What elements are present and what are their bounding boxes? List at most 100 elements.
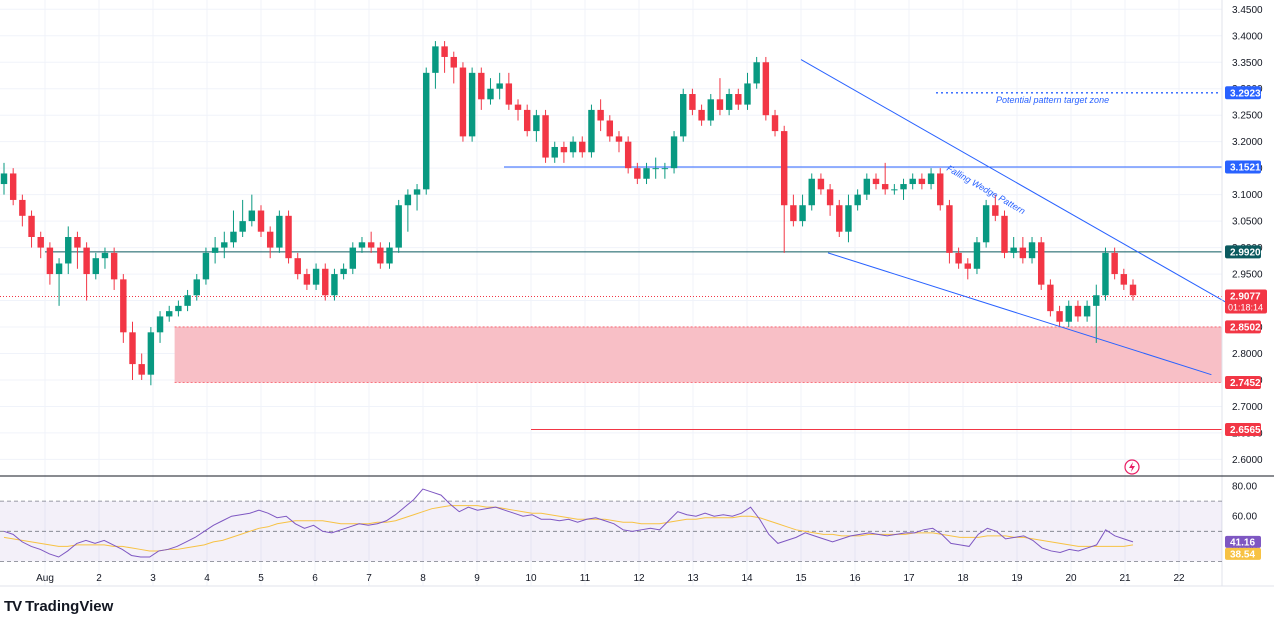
time-tick-label: 6 xyxy=(312,573,318,584)
candle xyxy=(1028,242,1036,259)
candle xyxy=(891,189,898,191)
candle xyxy=(441,46,448,57)
candle xyxy=(74,237,81,248)
candle xyxy=(193,279,200,296)
price-axis[interactable]: 3.45003.40003.35003.30003.25003.20003.15… xyxy=(0,0,1274,586)
price-tick-label: 3.0500 xyxy=(1232,217,1263,228)
level-3-1521-tag-bg xyxy=(1225,160,1261,174)
wedge-upper-line xyxy=(800,59,1228,304)
candle xyxy=(973,242,981,269)
candle xyxy=(276,215,283,248)
candle xyxy=(606,120,614,137)
time-tick-label: 20 xyxy=(1065,573,1077,584)
candle xyxy=(826,189,834,206)
candle xyxy=(101,252,109,259)
candle xyxy=(615,136,623,142)
candle xyxy=(1001,215,1008,253)
candle xyxy=(505,83,513,105)
level-2-9920-tag: 2.9920 xyxy=(1230,247,1261,258)
candle xyxy=(138,364,145,375)
candle xyxy=(239,221,246,232)
candle xyxy=(65,237,72,264)
candle xyxy=(1019,247,1027,259)
zone-top-tag: 2.8502 xyxy=(1230,322,1261,333)
candle xyxy=(909,178,916,185)
candle xyxy=(992,205,999,216)
candle xyxy=(1065,305,1072,322)
current-price-tag-bg xyxy=(1225,289,1267,314)
rsi-value-tag: 41.16 xyxy=(1230,537,1255,548)
candle xyxy=(450,56,457,68)
candles[interactable] xyxy=(0,41,1137,386)
price-tick-label: 3.4000 xyxy=(1232,31,1263,42)
zone-top-tag-bg xyxy=(1225,320,1261,334)
candle xyxy=(468,72,476,137)
price-tick-label: 2.8000 xyxy=(1232,349,1263,360)
candle xyxy=(386,247,393,264)
candle xyxy=(689,94,696,110)
candle xyxy=(523,109,531,132)
time-tick-label: 16 xyxy=(849,573,861,584)
candle xyxy=(845,205,852,232)
candle xyxy=(221,242,228,248)
candle xyxy=(432,46,439,73)
candle xyxy=(28,215,35,237)
candle xyxy=(285,215,292,259)
candle xyxy=(37,237,44,248)
level-3-1521-tag: 3.1521 xyxy=(1230,163,1261,174)
grid-lines xyxy=(0,0,1222,586)
tradingview-logo[interactable]: TV TradingView xyxy=(4,598,113,615)
candle xyxy=(680,94,687,137)
time-tick-label: 9 xyxy=(474,573,480,584)
candle xyxy=(900,184,907,190)
candle xyxy=(771,115,779,132)
candle xyxy=(413,189,421,195)
candle xyxy=(955,252,962,264)
candle xyxy=(184,295,191,306)
candle xyxy=(266,231,274,248)
candle xyxy=(1129,284,1137,296)
time-tick-label: 21 xyxy=(1119,573,1131,584)
price-tick-label: 2.7000 xyxy=(1232,402,1263,413)
zone-bottom-tag-bg xyxy=(1225,376,1261,390)
time-axis[interactable]: Aug 2 3 4 5 6 7 8 9 10 11 12 13 14 15 16 17 18 19 20 21 22 xyxy=(0,573,1274,587)
rsi-ma-line xyxy=(3,505,1134,552)
level-3-2923-tag: 3.2923 xyxy=(1230,88,1261,99)
level-2-9920-tag-bg xyxy=(1225,245,1261,259)
price-tick-label: 3.3500 xyxy=(1232,58,1263,69)
time-tick-label: 4 xyxy=(204,573,210,584)
candle xyxy=(230,231,237,243)
candle xyxy=(1047,284,1054,312)
candle xyxy=(331,274,338,296)
rsi-value-tag-bg xyxy=(1225,535,1261,548)
candle xyxy=(395,205,402,248)
candle xyxy=(817,178,825,190)
time-tick-label: 5 xyxy=(258,573,264,584)
price-tick-label: 3.4500 xyxy=(1232,5,1263,16)
brand-name: TradingView xyxy=(25,598,114,615)
candle xyxy=(129,332,136,365)
support-zone xyxy=(174,326,1223,383)
candle xyxy=(312,268,320,285)
candle xyxy=(634,168,641,179)
candle xyxy=(340,268,347,275)
candle xyxy=(716,99,724,110)
candle xyxy=(120,279,127,333)
candle xyxy=(808,178,815,206)
candle xyxy=(459,67,467,137)
lightning-icon[interactable] xyxy=(1124,459,1140,475)
zone-bottom-tag: 2.7452 xyxy=(1230,378,1261,389)
time-tick-label: 22 xyxy=(1173,573,1185,584)
tradingview-logo-icon: TV xyxy=(4,598,22,615)
candle xyxy=(872,178,880,185)
candle xyxy=(946,205,953,253)
candle xyxy=(1111,252,1118,275)
candle xyxy=(487,88,494,100)
candle xyxy=(55,263,63,275)
candle xyxy=(0,173,8,185)
candle xyxy=(248,210,256,222)
candle xyxy=(404,194,412,206)
